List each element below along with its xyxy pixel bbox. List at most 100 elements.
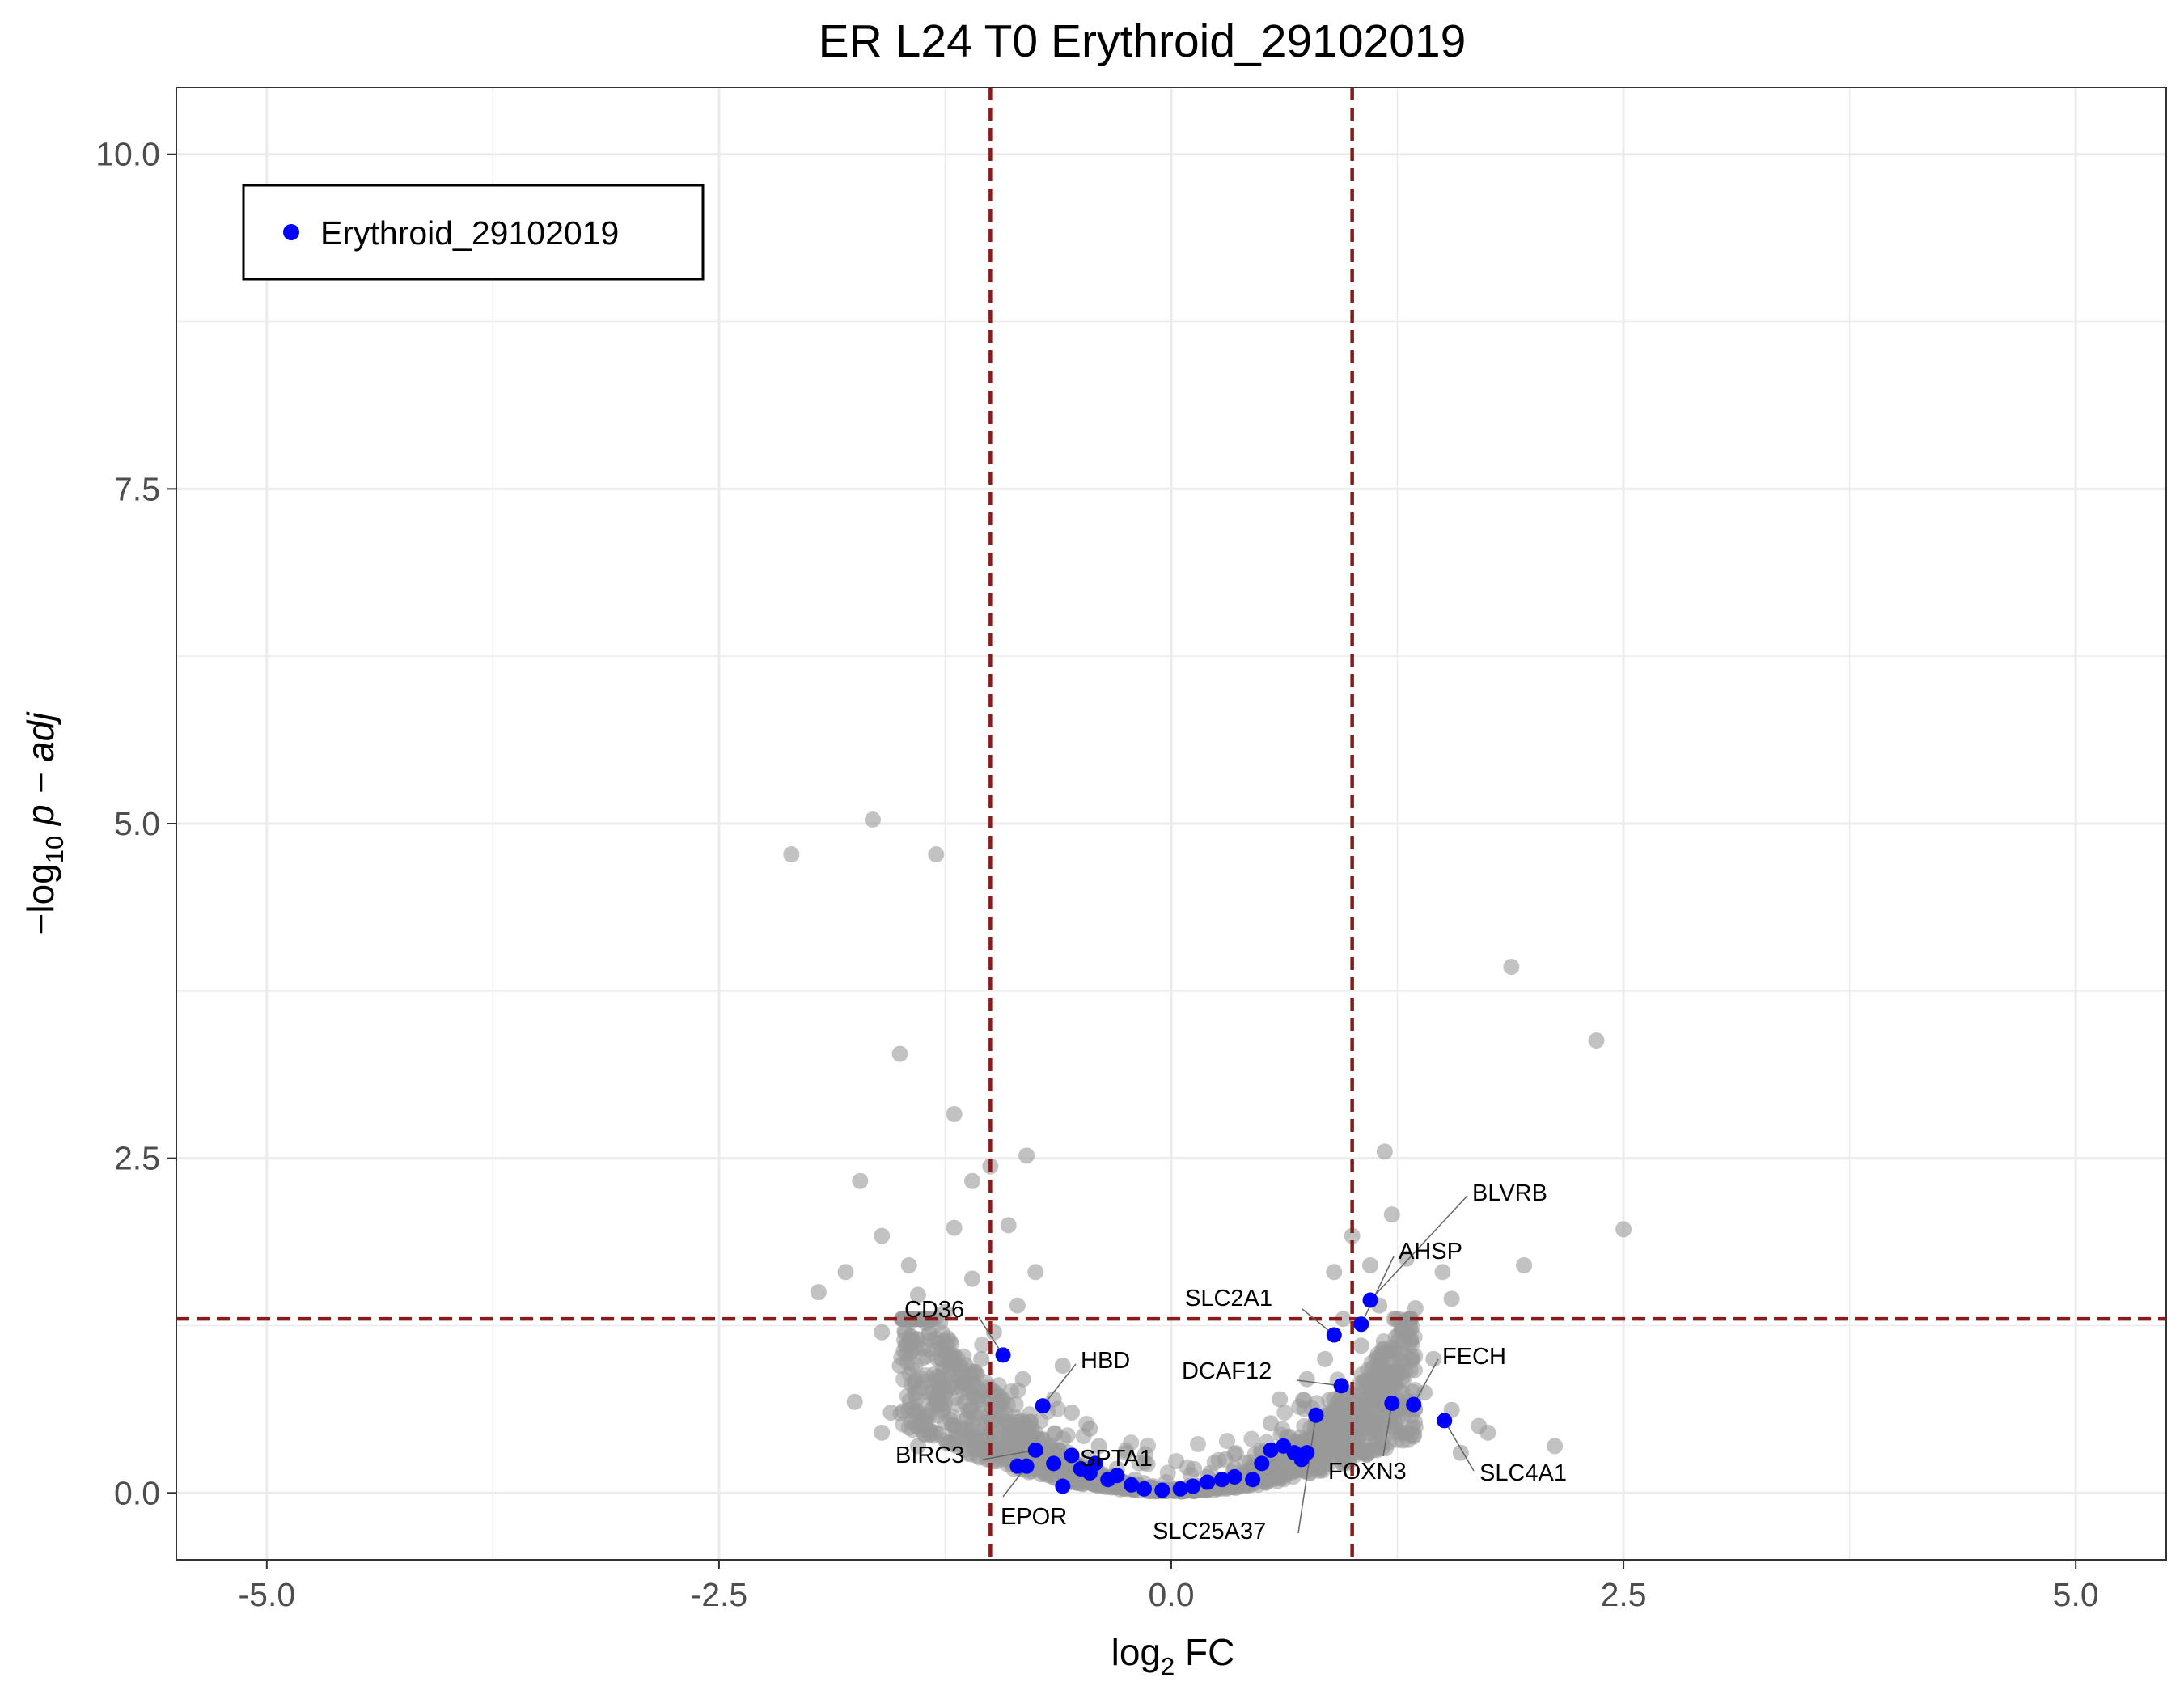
- background-point: [1335, 1311, 1352, 1328]
- background-point: [946, 1106, 963, 1123]
- background-point: [1186, 1460, 1203, 1477]
- background-point: [971, 1416, 988, 1433]
- label-leader-line: [1042, 1363, 1077, 1407]
- background-point: [1054, 1358, 1071, 1375]
- gene-label: BIRC3: [895, 1443, 964, 1468]
- y-tick-label: 7.5: [114, 470, 160, 507]
- background-point: [1383, 1206, 1400, 1223]
- background-point: [865, 811, 881, 828]
- highlight-point: [1035, 1398, 1051, 1414]
- y-axis-label-suffix: p − adj: [19, 711, 61, 836]
- background-point: [1000, 1217, 1017, 1234]
- background-point: [1075, 1428, 1092, 1445]
- background-point: [846, 1393, 863, 1410]
- highlight-point: [1362, 1292, 1378, 1308]
- background-point: [960, 1402, 977, 1419]
- highlight-point: [1299, 1445, 1315, 1461]
- x-axis-label-suffix: FC: [1175, 1631, 1234, 1673]
- y-axis-label-prefix: −log: [19, 863, 61, 934]
- x-tick-label: 2.5: [1601, 1576, 1647, 1613]
- label-leader-line: [1297, 1415, 1317, 1534]
- background-point: [973, 1350, 990, 1367]
- x-axis-label: log2 FC: [1111, 1631, 1235, 1680]
- highlight-point: [1154, 1482, 1170, 1498]
- background-point: [1406, 1426, 1423, 1443]
- highlight-point: [995, 1347, 1011, 1363]
- background-point: [874, 1424, 891, 1441]
- background-point: [1226, 1446, 1243, 1463]
- legend: Erythroid_29102019: [242, 184, 705, 281]
- label-leader-line: [1369, 1195, 1468, 1301]
- y-tick-label: 2.5: [114, 1140, 160, 1177]
- background-point: [964, 1270, 980, 1287]
- background-point: [1443, 1290, 1460, 1307]
- highlight-point: [1124, 1477, 1140, 1493]
- background-point: [906, 1404, 923, 1421]
- background-point: [1372, 1422, 1389, 1439]
- gene-label: SLC2A1: [1185, 1286, 1272, 1311]
- background-point: [1276, 1404, 1293, 1421]
- highlight-point: [1136, 1481, 1152, 1497]
- background-point: [908, 1418, 925, 1435]
- background-point: [979, 1445, 996, 1462]
- background-point: [1022, 1430, 1039, 1447]
- highlight-point: [1009, 1458, 1026, 1474]
- label-leader-line: [1413, 1358, 1439, 1405]
- label-leader-line: [982, 1449, 1036, 1460]
- y-axis-label: −log10 p − adj: [19, 711, 69, 935]
- background-point: [964, 1172, 980, 1189]
- background-point: [1362, 1402, 1379, 1419]
- background-point: [1386, 1365, 1403, 1382]
- background-point: [1516, 1257, 1533, 1273]
- background-point: [900, 1257, 917, 1273]
- background-point: [1064, 1405, 1080, 1421]
- label-leader-line: [1361, 1256, 1395, 1325]
- background-point: [946, 1379, 963, 1396]
- highlight-point: [1064, 1447, 1080, 1464]
- highlight-point: [1109, 1468, 1125, 1484]
- background-point: [1373, 1439, 1390, 1456]
- background-point: [810, 1284, 827, 1301]
- background-point: [1479, 1424, 1496, 1441]
- background-point: [942, 1411, 959, 1428]
- background-point: [931, 1335, 948, 1352]
- background-point: [1319, 1416, 1336, 1433]
- chart-title: ER L24 T0 Erythroid_29102019: [819, 15, 1467, 67]
- background-point: [1376, 1143, 1393, 1160]
- background-point: [925, 1366, 942, 1383]
- highlight-point: [1046, 1455, 1062, 1472]
- background-point: [783, 846, 800, 863]
- highlight-point: [1437, 1413, 1453, 1429]
- y-tick-label: 10.0: [95, 136, 160, 173]
- background-point: [964, 1366, 981, 1383]
- gene-label: SPTA1: [1080, 1446, 1153, 1472]
- background-point: [1009, 1382, 1026, 1399]
- axis-ticks: -5.0 -2.5 0.0 2.5 5.0 0.0 2.5 5.0 7.5 10.0: [95, 136, 2098, 1613]
- gene-label: FOXN3: [1328, 1459, 1407, 1485]
- background-point: [993, 1395, 1010, 1412]
- background-point: [1317, 1350, 1334, 1367]
- y-tick-label: 0.0: [114, 1474, 160, 1511]
- background-point: [1386, 1376, 1403, 1393]
- background-point: [918, 1348, 935, 1365]
- background-point: [1306, 1418, 1323, 1435]
- background-point: [1547, 1438, 1564, 1455]
- highlight-point: [1027, 1442, 1043, 1458]
- background-point: [1503, 959, 1520, 976]
- gene-label: FECH: [1442, 1344, 1506, 1370]
- highlight-point: [1384, 1395, 1400, 1411]
- background-point: [1398, 1250, 1415, 1267]
- background-point: [1362, 1257, 1378, 1273]
- background-point: [1007, 1409, 1024, 1426]
- background-point: [1373, 1354, 1390, 1371]
- background-point: [909, 1286, 926, 1303]
- gene-label: HBD: [1081, 1348, 1130, 1374]
- grid: [176, 87, 2166, 1560]
- background-point: [1078, 1415, 1095, 1432]
- highlight-point: [1214, 1472, 1230, 1488]
- background-point: [928, 846, 945, 863]
- background-point: [946, 1219, 963, 1236]
- label-leader-line: [1444, 1420, 1475, 1472]
- background-point: [891, 1045, 908, 1062]
- label-leader-lines: [978, 1195, 1475, 1534]
